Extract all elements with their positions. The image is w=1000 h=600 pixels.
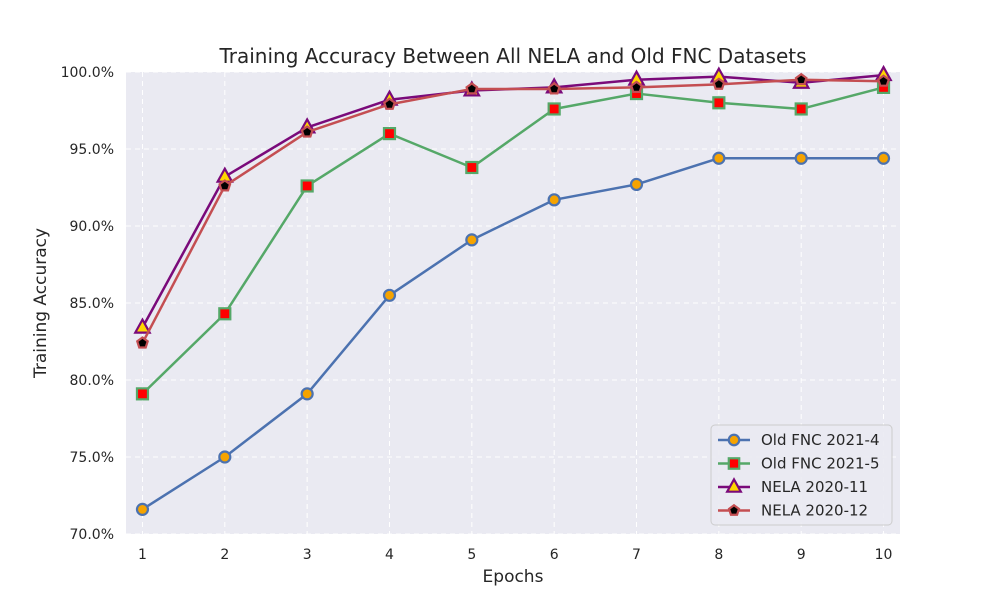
legend-label: Old FNC 2021-5 (761, 455, 879, 473)
data-point (465, 82, 479, 95)
legend-entry: NELA 2020-11 (718, 477, 868, 496)
series-1 (135, 151, 891, 516)
data-point (218, 450, 232, 464)
legend-label: NELA 2020-12 (761, 502, 868, 520)
series-2 (135, 80, 891, 401)
legend-marker (727, 503, 741, 516)
data-point (712, 96, 726, 110)
data-point (547, 193, 561, 207)
y-axis-ticks: 70.0% 75.0% 80.0% 85.0% 90.0% 95.0% 100.0% (61, 65, 114, 543)
legend-label: Old FNC 2021-4 (761, 431, 879, 449)
x-axis-label: Epochs (483, 567, 544, 587)
data-point (300, 387, 314, 401)
data-point (712, 77, 726, 90)
y-tick-label: 80.0% (70, 373, 114, 389)
x-tick-label: 8 (714, 547, 723, 563)
x-tick-label: 5 (467, 547, 476, 563)
y-tick-label: 85.0% (70, 296, 114, 312)
data-point (382, 288, 397, 302)
grid-lines (126, 71, 900, 535)
x-axis-ticks: 1 2 3 4 5 6 7 8 9 10 (138, 547, 892, 563)
data-point (547, 82, 561, 95)
data-point (135, 502, 150, 516)
series-4 (135, 72, 891, 349)
data-point (465, 160, 479, 175)
x-tick-label: 10 (875, 547, 893, 563)
legend-entry: NELA 2020-12 (718, 502, 868, 520)
legend-marker (725, 477, 743, 493)
x-tick-label: 1 (138, 547, 147, 563)
data-point (135, 387, 150, 401)
legend-marker (727, 433, 741, 447)
data-point (629, 80, 644, 93)
y-tick-label: 100.0% (61, 65, 114, 81)
data-point (794, 151, 808, 165)
legend-label: NELA 2020-11 (761, 478, 868, 496)
x-tick-label: 7 (632, 547, 641, 563)
y-tick-label: 90.0% (70, 219, 114, 235)
y-tick-label: 70.0% (70, 527, 114, 543)
series-layer (133, 64, 893, 516)
data-point (465, 233, 479, 247)
data-point (712, 151, 726, 165)
series-line (141, 78, 884, 344)
legend-box (710, 424, 893, 526)
data-point (547, 102, 561, 116)
y-axis-label: Training Accuracy (31, 228, 51, 379)
data-point (133, 317, 152, 334)
x-tick-label: 4 (385, 547, 394, 563)
data-point (300, 179, 314, 193)
y-tick-label: 75.0% (70, 450, 114, 466)
legend-entry: Old FNC 2021-4 (718, 431, 879, 449)
data-point (876, 151, 891, 165)
data-point (135, 336, 149, 349)
data-point (794, 72, 808, 86)
x-tick-label: 9 (797, 547, 806, 563)
data-point (382, 127, 397, 141)
data-point (218, 307, 232, 321)
data-point (382, 97, 397, 110)
x-tick-label: 6 (550, 547, 559, 563)
data-point (877, 74, 891, 87)
legend-entry: Old FNC 2021-5 (718, 455, 879, 473)
data-point (794, 102, 808, 116)
y-tick-label: 95.0% (70, 142, 114, 158)
data-point (629, 177, 644, 192)
x-tick-label: 3 (303, 547, 312, 563)
series-line (141, 86, 884, 395)
legend-marker (727, 457, 741, 470)
series-line (141, 156, 884, 511)
legend: Old FNC 2021-4 Old FNC 2021-5 NELA 2020-11… (710, 424, 893, 526)
x-tick-label: 2 (220, 547, 229, 563)
data-point (300, 125, 314, 138)
data-point (218, 179, 232, 192)
chart-title: Training Accuracy Between All NELA and O… (218, 44, 806, 68)
